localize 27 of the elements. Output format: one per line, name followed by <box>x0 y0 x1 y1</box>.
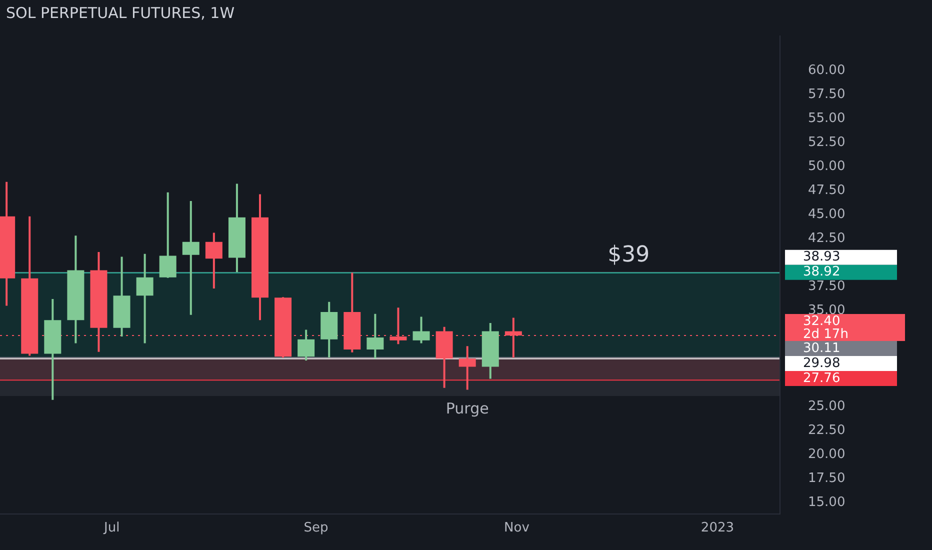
ref-line-label: 29.98 <box>803 356 840 371</box>
x-tick-label: Nov <box>504 520 530 536</box>
y-tick-label: 52.50 <box>808 134 846 150</box>
ref-line-label: 27.76 <box>803 370 840 386</box>
x-tick-label: Sep <box>304 520 328 536</box>
y-tick-label: 37.50 <box>808 278 846 294</box>
y-tick-label: 45.00 <box>808 206 846 222</box>
y-tick-label: 60.00 <box>808 62 846 78</box>
ref-line-label: 38.92 <box>803 264 840 280</box>
y-tick-label: 15.00 <box>808 495 846 510</box>
ref-line-label: 30.11 <box>803 340 840 356</box>
y-tick-label: 20.00 <box>808 447 846 462</box>
annotation: $39 <box>608 242 650 268</box>
ref-line-label: 38.93 <box>803 250 840 265</box>
y-tick-label: 55.00 <box>808 110 846 126</box>
y-tick-label: 42.50 <box>808 230 846 246</box>
y-tick-label: 17.50 <box>808 471 846 486</box>
x-tick-label: Jul <box>103 520 120 536</box>
y-tick-label: 50.00 <box>808 158 846 174</box>
y-tick-label: 25.00 <box>808 398 846 414</box>
y-tick-label: 57.50 <box>808 86 846 102</box>
y-tick-label: 22.50 <box>808 423 846 438</box>
x-tick-label: 2023 <box>700 520 734 536</box>
chart-title: SOL PERPETUAL FUTURES, 1W <box>6 4 235 22</box>
ref-line-label: 32.40 2d 17h <box>803 314 848 342</box>
band-label: Purge <box>446 399 489 418</box>
y-tick-label: 47.50 <box>808 182 846 198</box>
